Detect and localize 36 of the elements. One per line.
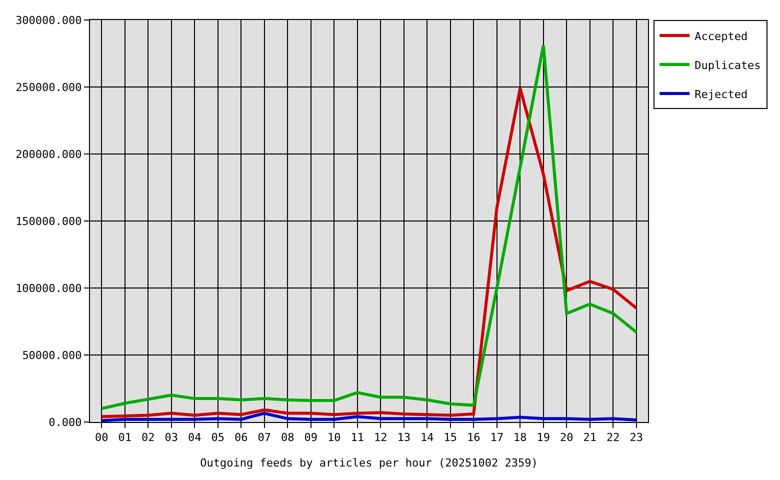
x-tick-label: 21 [583, 431, 597, 444]
x-tick-label: 03 [164, 431, 178, 444]
y-tick-label: 250000.000 [16, 80, 82, 94]
y-tick-label: 150000.000 [16, 214, 82, 228]
x-tick-label: 06 [234, 431, 248, 444]
legend-label: Rejected [694, 88, 748, 101]
x-axis-title: Outgoing feeds by articles per hour (20251002 2359) [200, 456, 538, 470]
x-tick-label: 11 [350, 431, 364, 444]
x-tick-label: 09 [304, 431, 318, 444]
y-tick-label: 300000.000 [16, 14, 82, 27]
x-tick-label: 14 [420, 431, 434, 444]
x-tick-label: 05 [211, 431, 225, 444]
x-tick-label: 20 [560, 431, 574, 444]
x-tick-label: 13 [397, 431, 411, 444]
x-tick-label: 01 [118, 431, 132, 444]
x-tick-label: 22 [606, 431, 620, 444]
y-tick-label: 50000.000 [22, 348, 82, 362]
x-tick-label: 15 [444, 431, 458, 444]
x-tick-label: 00 [95, 431, 108, 444]
x-tick-label: 02 [142, 431, 155, 444]
legend-label: Accepted [694, 30, 748, 43]
x-tick-label: 19 [536, 431, 550, 444]
x-tick-label: 08 [281, 431, 294, 444]
line-series [100, 412, 638, 422]
x-tick-label: 04 [188, 431, 202, 444]
x-tick-label: 23 [630, 431, 644, 444]
y-tick-label: 200000.000 [16, 148, 82, 161]
x-tick-label: 17 [490, 431, 504, 444]
x-tick-label: 18 [514, 431, 527, 444]
x-tick-label: 07 [258, 431, 272, 444]
x-tick-label: 12 [374, 431, 388, 444]
y-tick-label: 100000.000 [16, 282, 82, 295]
x-tick-label: 16 [467, 431, 480, 444]
x-tick-label: 10 [328, 431, 341, 444]
y-tick-label: 0.000 [48, 416, 82, 429]
legend-label: Duplicates [694, 58, 761, 72]
